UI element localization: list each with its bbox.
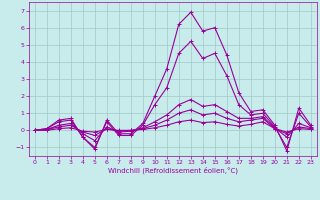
X-axis label: Windchill (Refroidissement éolien,°C): Windchill (Refroidissement éolien,°C) xyxy=(108,167,238,174)
